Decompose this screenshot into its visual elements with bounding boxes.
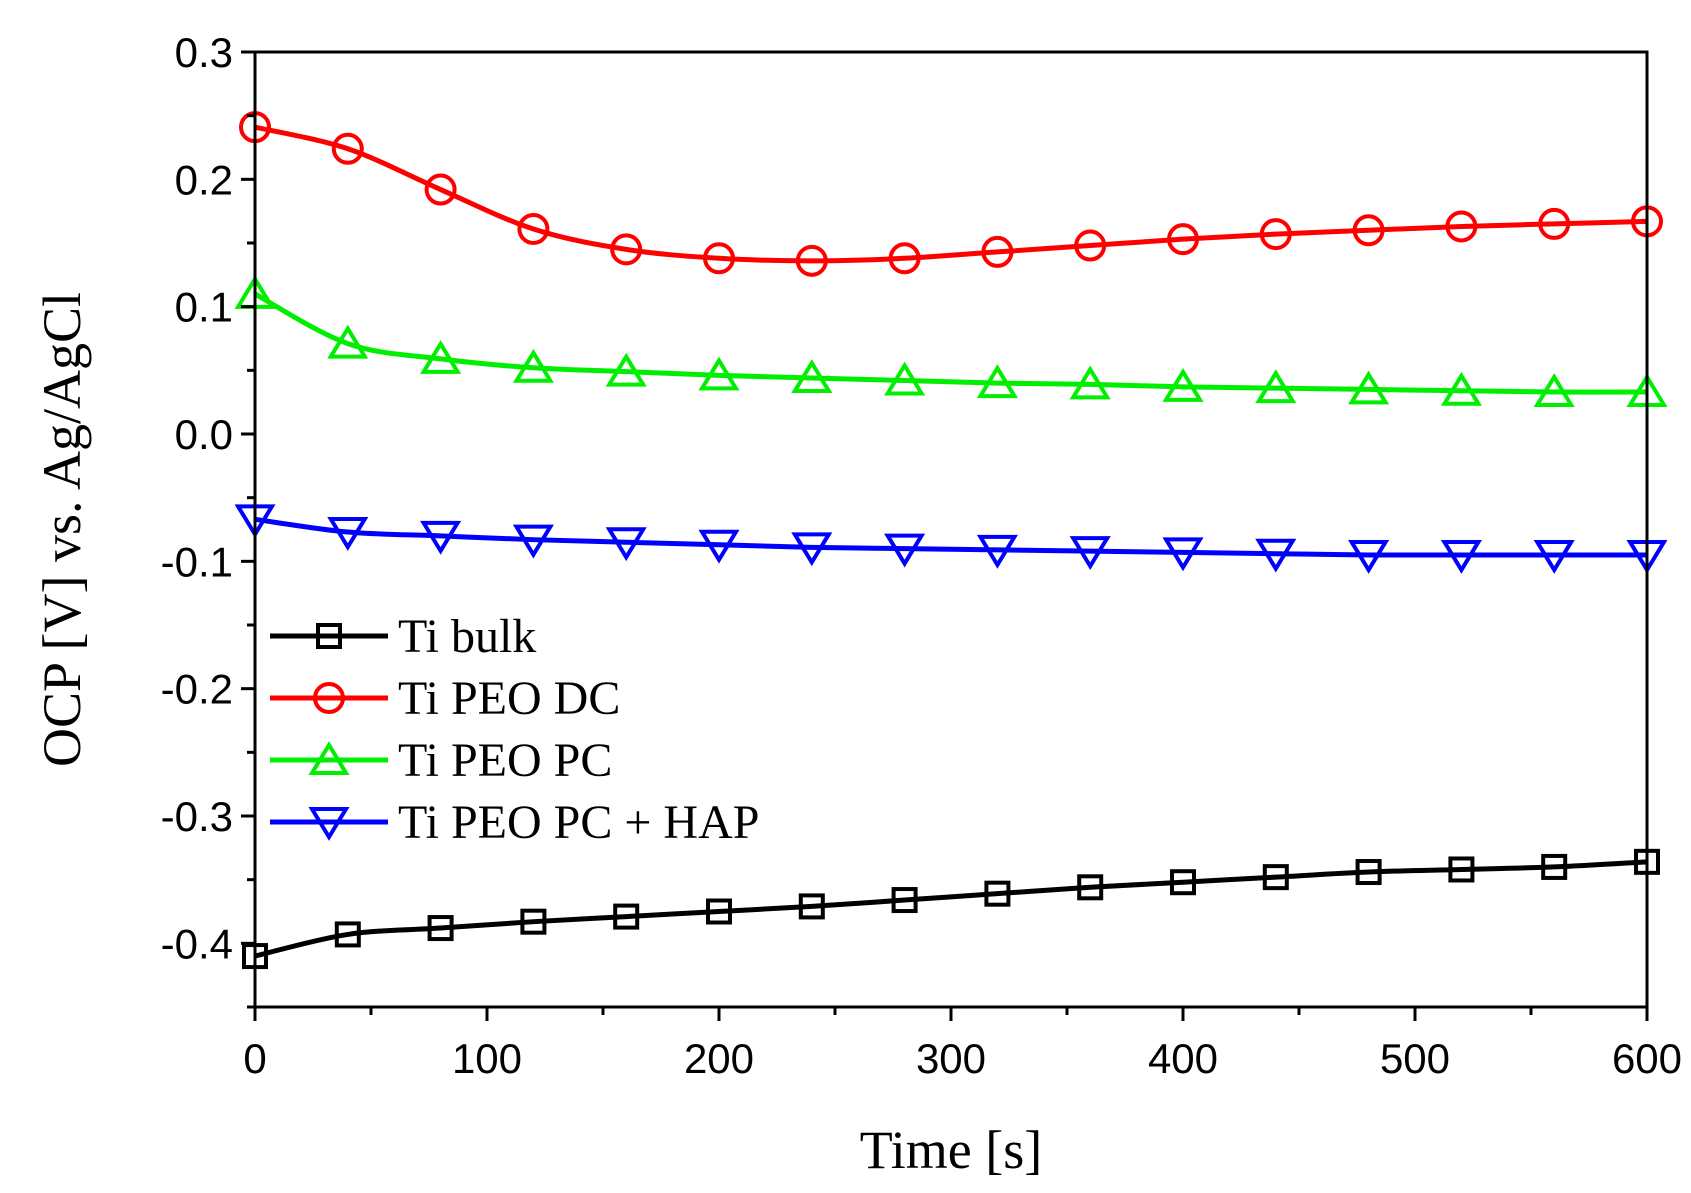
data-point-circle xyxy=(981,235,1014,268)
data-point-triangle-up xyxy=(1255,369,1297,404)
x-axis-title: Time [s] xyxy=(860,1120,1043,1180)
x-tick-label: 200 xyxy=(684,1035,754,1082)
series-line xyxy=(254,516,1647,558)
data-point-triangle-up xyxy=(327,324,369,359)
x-tick-label: 300 xyxy=(916,1035,986,1082)
data-point-square xyxy=(1448,856,1475,883)
data-point-triangle-down xyxy=(1162,537,1204,572)
series-ti-peo-pc-hap xyxy=(235,504,1667,574)
data-point-circle xyxy=(1538,207,1571,240)
data-point-circle xyxy=(1259,218,1292,251)
x-tick-label: 100 xyxy=(452,1035,522,1082)
series-line xyxy=(253,291,1648,395)
data-point-triangle-down xyxy=(976,534,1018,569)
legend-swatch-marker xyxy=(313,682,345,714)
data-point-square xyxy=(520,908,547,935)
data-point-circle xyxy=(331,132,364,165)
legend-item: Ti bulk xyxy=(270,610,536,663)
data-point-square xyxy=(1170,869,1196,896)
data-point-triangle-down xyxy=(698,529,740,564)
data-point-triangle-up xyxy=(420,340,462,374)
y-tick-label: 0.1 xyxy=(175,284,233,331)
data-point-triangle-up xyxy=(1348,370,1390,405)
data-point-square xyxy=(984,880,1011,907)
data-point-circle xyxy=(888,242,921,275)
data-point-triangle-up xyxy=(1440,371,1482,406)
data-point-square xyxy=(334,921,361,948)
data-point-circle xyxy=(795,244,828,277)
data-point-triangle-down xyxy=(512,524,554,559)
series-line xyxy=(254,859,1648,959)
data-point-triangle-down xyxy=(1533,539,1575,574)
data-point-triangle-up xyxy=(1162,368,1204,402)
legend: Ti bulk Ti PEO DC Ti PEO PC Ti PEO PC + HAP xyxy=(270,610,759,849)
data-point-triangle-down xyxy=(420,520,462,555)
legend-swatch-marker xyxy=(308,807,350,841)
y-tick-label: -0.4 xyxy=(161,920,233,967)
data-point-circle xyxy=(1445,210,1478,243)
y-axis-title: OCP [V] vs. Ag/AgCl xyxy=(32,292,92,767)
x-tick-label: 400 xyxy=(1148,1035,1218,1082)
data-point-triangle-up xyxy=(1069,365,1111,400)
legend-item: Ti PEO DC xyxy=(270,672,620,725)
data-point-triangle-down xyxy=(1348,539,1390,574)
data-point-triangle-up xyxy=(605,352,647,387)
data-point-circle xyxy=(517,212,550,245)
data-point-circle xyxy=(610,233,643,266)
data-point-triangle-down xyxy=(1069,536,1111,571)
data-point-triangle-up xyxy=(512,348,554,383)
data-point-circle xyxy=(1074,229,1107,262)
data-point-triangle-down xyxy=(884,533,926,568)
y-tick-label: -0.1 xyxy=(161,538,233,585)
data-point-square xyxy=(706,898,732,925)
data-point-triangle-down xyxy=(1255,538,1297,573)
data-point-triangle-up xyxy=(698,356,740,391)
series-line xyxy=(254,124,1648,264)
data-point-circle xyxy=(424,173,457,206)
legend-item: Ti PEO PC + HAP xyxy=(270,796,759,849)
y-tick-label: -0.2 xyxy=(161,666,233,713)
x-tick-label: 500 xyxy=(1380,1035,1450,1082)
legend-label: Ti PEO DC xyxy=(398,672,620,725)
legend-swatch-marker xyxy=(316,623,342,649)
data-point-square xyxy=(427,915,454,942)
x-tick-label: 0 xyxy=(243,1035,266,1082)
data-point-triangle-up xyxy=(884,361,926,396)
data-point-square xyxy=(798,893,825,920)
legend-swatch-marker xyxy=(308,741,350,775)
data-point-square xyxy=(1077,874,1104,901)
data-point-triangle-up xyxy=(1533,373,1575,407)
legend-label: Ti PEO PC xyxy=(398,734,612,787)
data-point-triangle-down xyxy=(605,527,647,562)
data-point-square xyxy=(1355,859,1382,886)
data-point-triangle-down xyxy=(791,532,833,567)
y-tick-label: 0.3 xyxy=(175,29,233,76)
data-point-square xyxy=(1541,853,1568,880)
series-ti-peo-dc xyxy=(239,111,1663,277)
x-tick-label: 600 xyxy=(1612,1035,1682,1082)
data-point-circle xyxy=(703,242,735,275)
data-point-square xyxy=(1262,864,1289,891)
y-tick-label: 0.2 xyxy=(175,156,233,203)
data-point-triangle-up xyxy=(791,359,833,393)
series-layer xyxy=(235,111,1667,970)
data-point-circle xyxy=(1167,223,1199,256)
data-point-triangle-down xyxy=(1440,539,1482,574)
data-point-triangle-down xyxy=(327,517,369,551)
data-point-triangle-up xyxy=(976,364,1018,399)
data-point-square xyxy=(613,903,640,930)
y-tick-label: -0.3 xyxy=(161,793,233,840)
y-tick-label: 0.0 xyxy=(175,411,233,458)
legend-label: Ti bulk xyxy=(398,610,536,663)
legend-label: Ti PEO PC + HAP xyxy=(398,796,759,849)
data-point-circle xyxy=(1352,214,1385,247)
axes-layer: 0 100 200 300 400 500 600 0.3 0.2 0.1 0.0 -0.1 -0.2 -… xyxy=(161,29,1682,1082)
data-point-square xyxy=(891,887,918,914)
legend-item: Ti PEO PC xyxy=(270,734,612,787)
